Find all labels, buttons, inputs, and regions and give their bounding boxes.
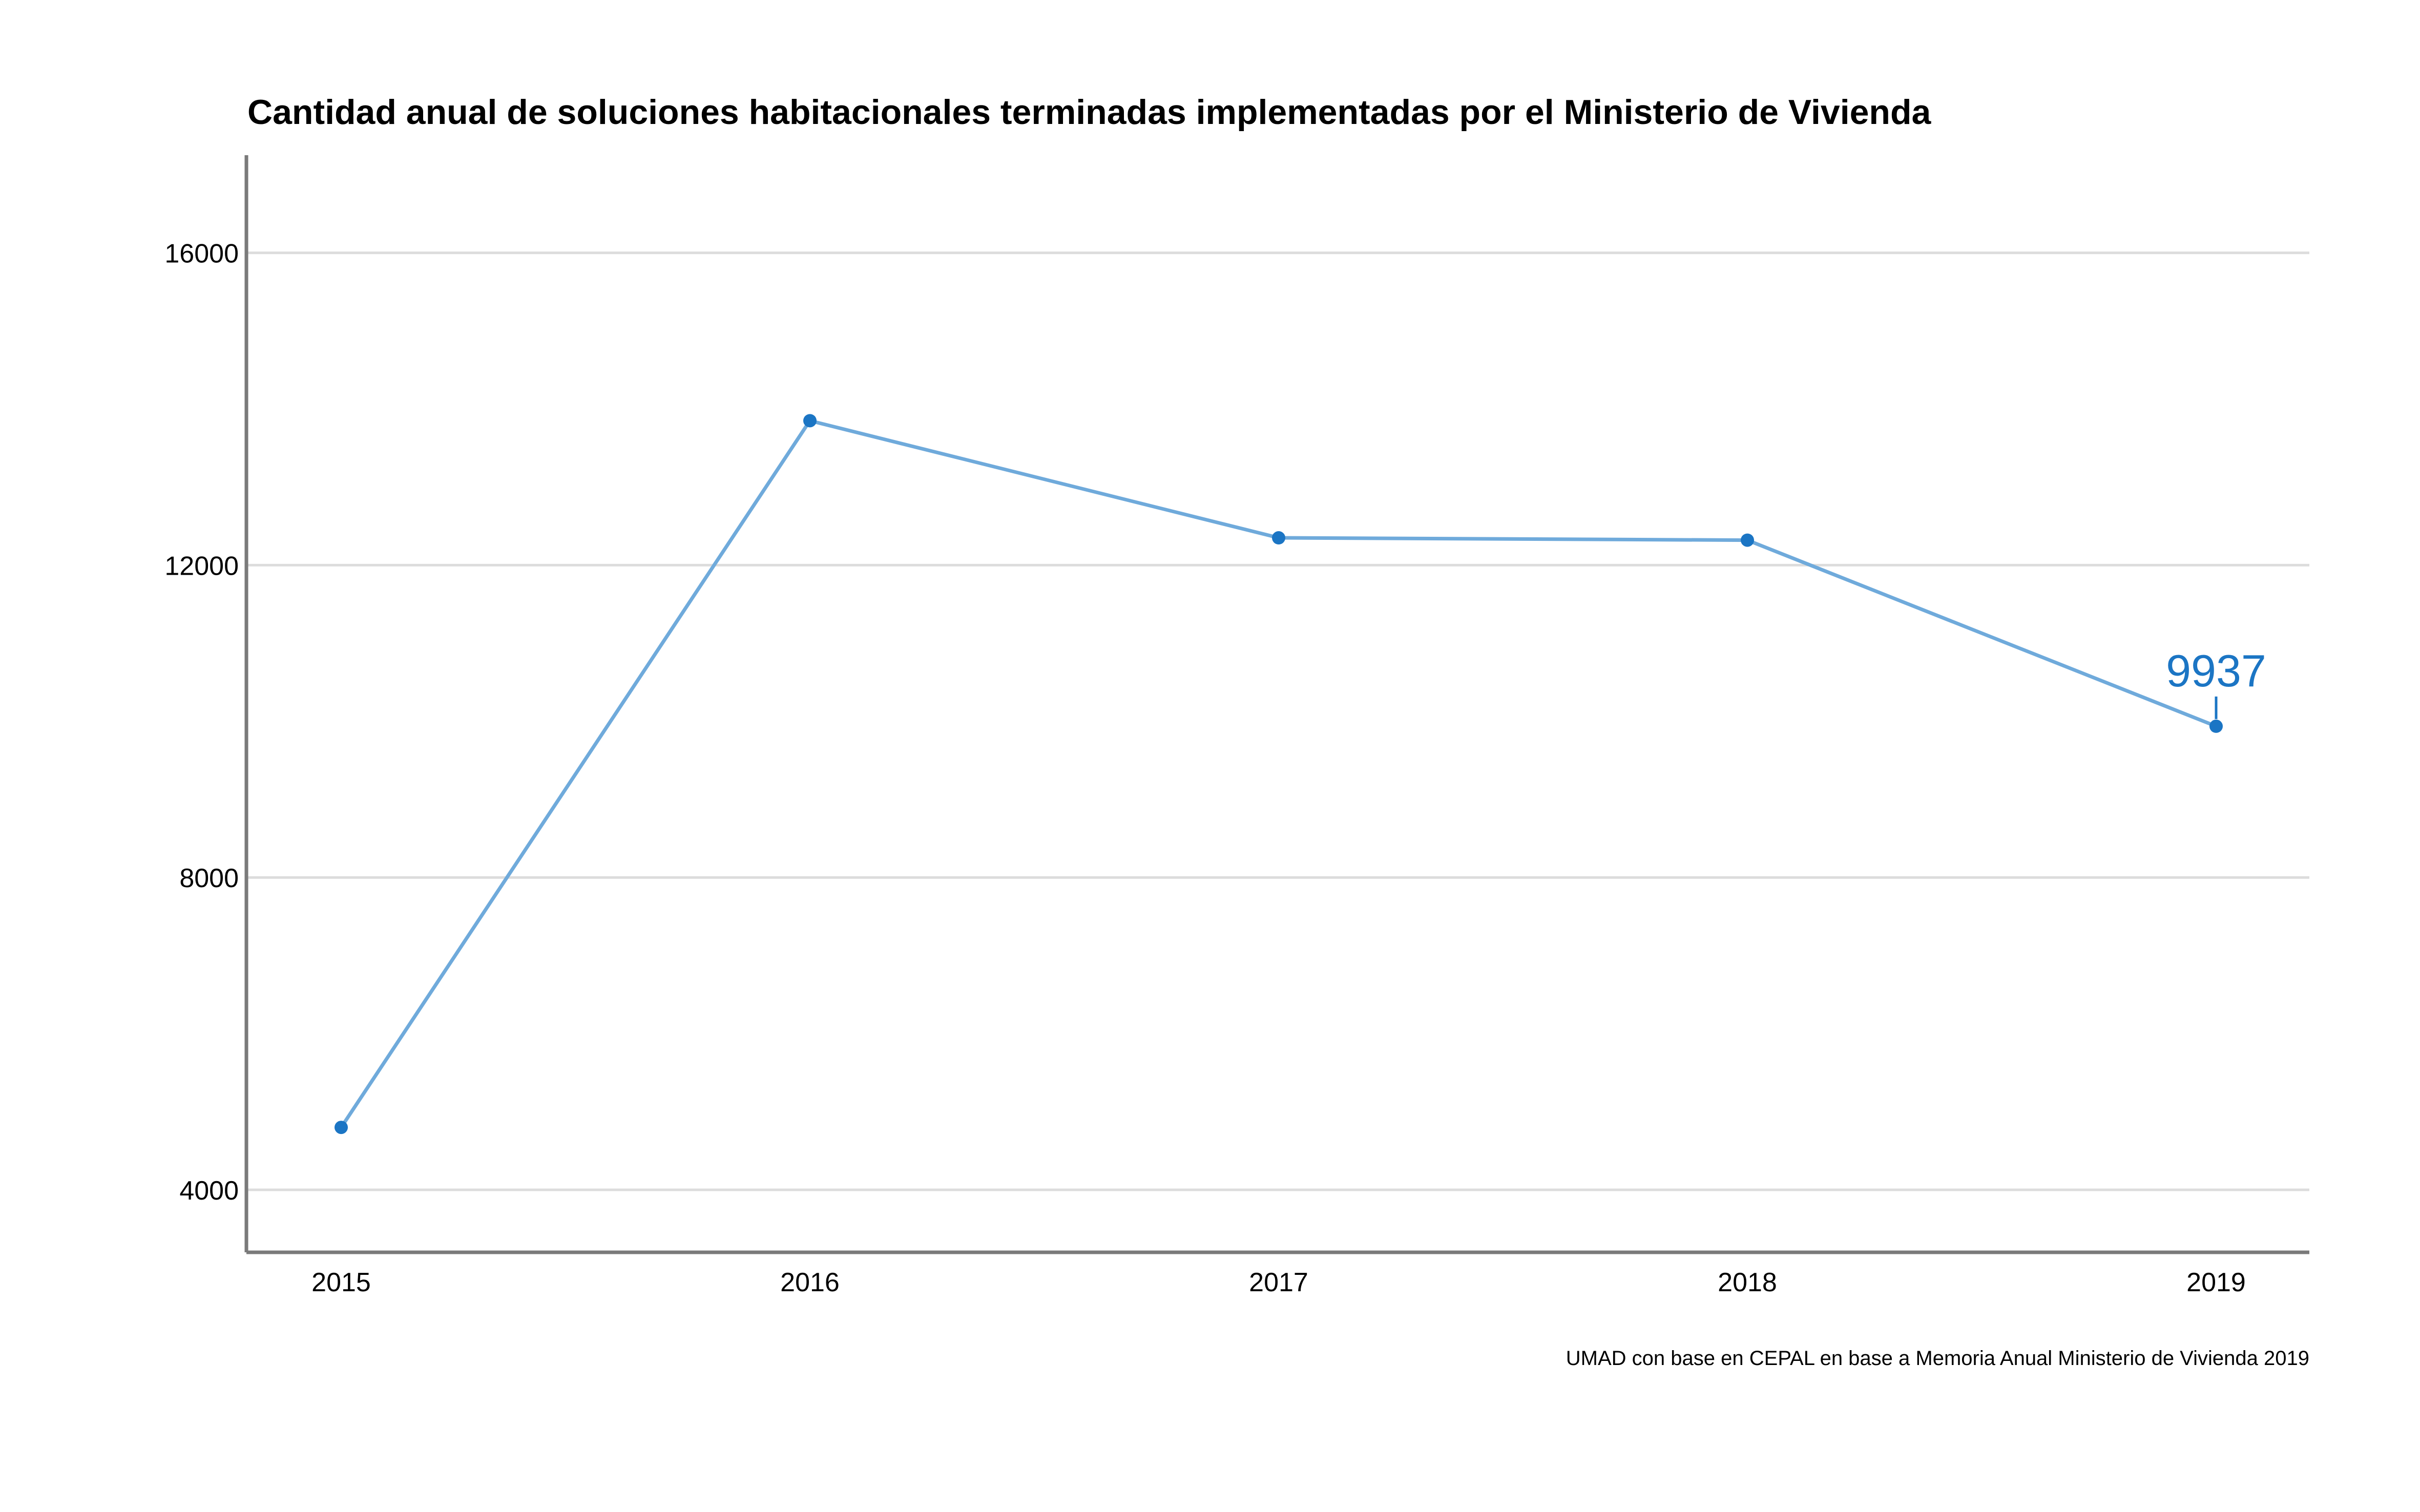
x-tick-label-2019: 2019 (2186, 1268, 2246, 1297)
data-point-2019 (2209, 719, 2223, 733)
data-point-2016 (803, 414, 817, 428)
source-caption: UMAD con base en CEPAL en base a Memoria… (1566, 1347, 2309, 1370)
data-point-2017 (1272, 531, 1285, 545)
data-point-2018 (1741, 533, 1754, 547)
chart-title: Cantidad anual de soluciones habitaciona… (247, 93, 1931, 132)
x-tick-label-2017: 2017 (1249, 1268, 1308, 1297)
gridlines (246, 251, 2309, 1191)
x-tick-label-2016: 2016 (780, 1268, 840, 1297)
series-line (339, 418, 2218, 1129)
y-tick-label-8000: 8000 (179, 864, 239, 893)
data-label-2019: 9937 (2166, 645, 2266, 696)
x-tick-label-2015: 2015 (311, 1268, 371, 1297)
y-tick-label-4000: 4000 (179, 1176, 239, 1206)
x-axis-tick-labels: 2015 2016 2017 2018 2019 (311, 1268, 2246, 1297)
annotations: 9937 (2166, 645, 2266, 719)
y-axis-tick-labels: 4000 8000 12000 16000 (164, 239, 239, 1206)
y-tick-label-12000: 12000 (164, 551, 239, 581)
y-tick-label-16000: 16000 (164, 239, 239, 269)
series (335, 414, 2223, 1135)
x-tick-label-2018: 2018 (1718, 1268, 1777, 1297)
data-point-2015 (335, 1121, 348, 1135)
